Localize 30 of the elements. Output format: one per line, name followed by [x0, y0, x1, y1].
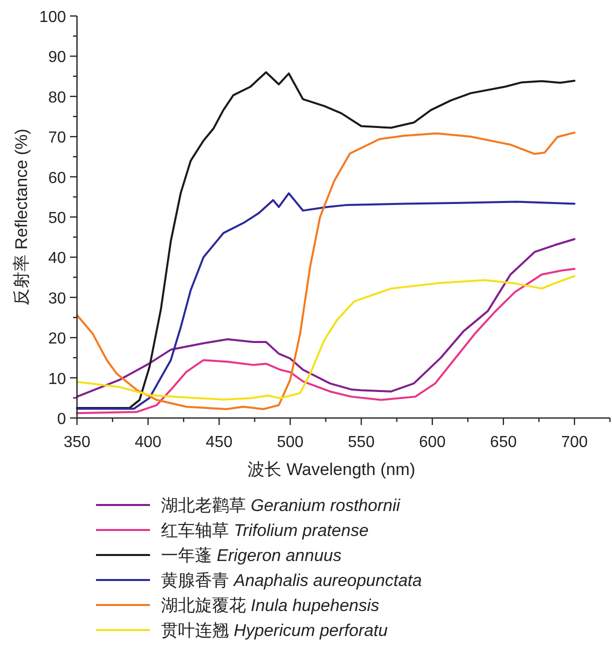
x-tick-label: 350 — [64, 434, 90, 451]
line-series — [76, 192, 576, 410]
y-axis-title: 反射率 Reflectance (%) — [12, 128, 31, 306]
y-tick-label: 20 — [48, 330, 66, 348]
line-series — [76, 238, 576, 398]
x-tick-label: 550 — [348, 434, 375, 451]
y-tick-label: 80 — [48, 89, 66, 106]
legend-label: 贯叶连翘 Hypericum perforatu — [161, 621, 388, 640]
legend-label: 湖北旋覆花 Inula hupehensis — [161, 596, 380, 615]
x-axis-title: 波长 Wavelength (nm) — [248, 460, 416, 479]
x-tick-label: 400 — [134, 434, 162, 451]
y-tick-label: 0 — [57, 411, 66, 428]
y-tick-label: 10 — [48, 370, 66, 388]
legend-label: 黄腺香青 Anaphalis aureopunctata — [161, 571, 422, 590]
y-tick-label: 100 — [39, 9, 66, 26]
line-series — [76, 132, 576, 410]
legend-label: 红车轴草 Trifolium pratense — [161, 521, 369, 540]
y-tick-label: 60 — [48, 170, 66, 187]
x-tick-label: 700 — [561, 434, 588, 451]
x-tick-label: 500 — [276, 434, 304, 451]
x-tick-label: 450 — [206, 434, 233, 451]
legend-label: 一年蓬 Erigeron annuus — [161, 546, 342, 565]
legend-label: 湖北老鹳草 Geranium rosthornii — [161, 496, 402, 515]
y-tick-label: 90 — [48, 49, 66, 66]
y-tick-label: 70 — [48, 130, 66, 147]
y-tick-label: 50 — [48, 210, 66, 227]
x-tick-label: 600 — [418, 434, 446, 451]
y-tick-label: 30 — [48, 290, 66, 308]
y-tick-label: 40 — [48, 250, 66, 268]
x-tick-label: 650 — [490, 434, 517, 451]
